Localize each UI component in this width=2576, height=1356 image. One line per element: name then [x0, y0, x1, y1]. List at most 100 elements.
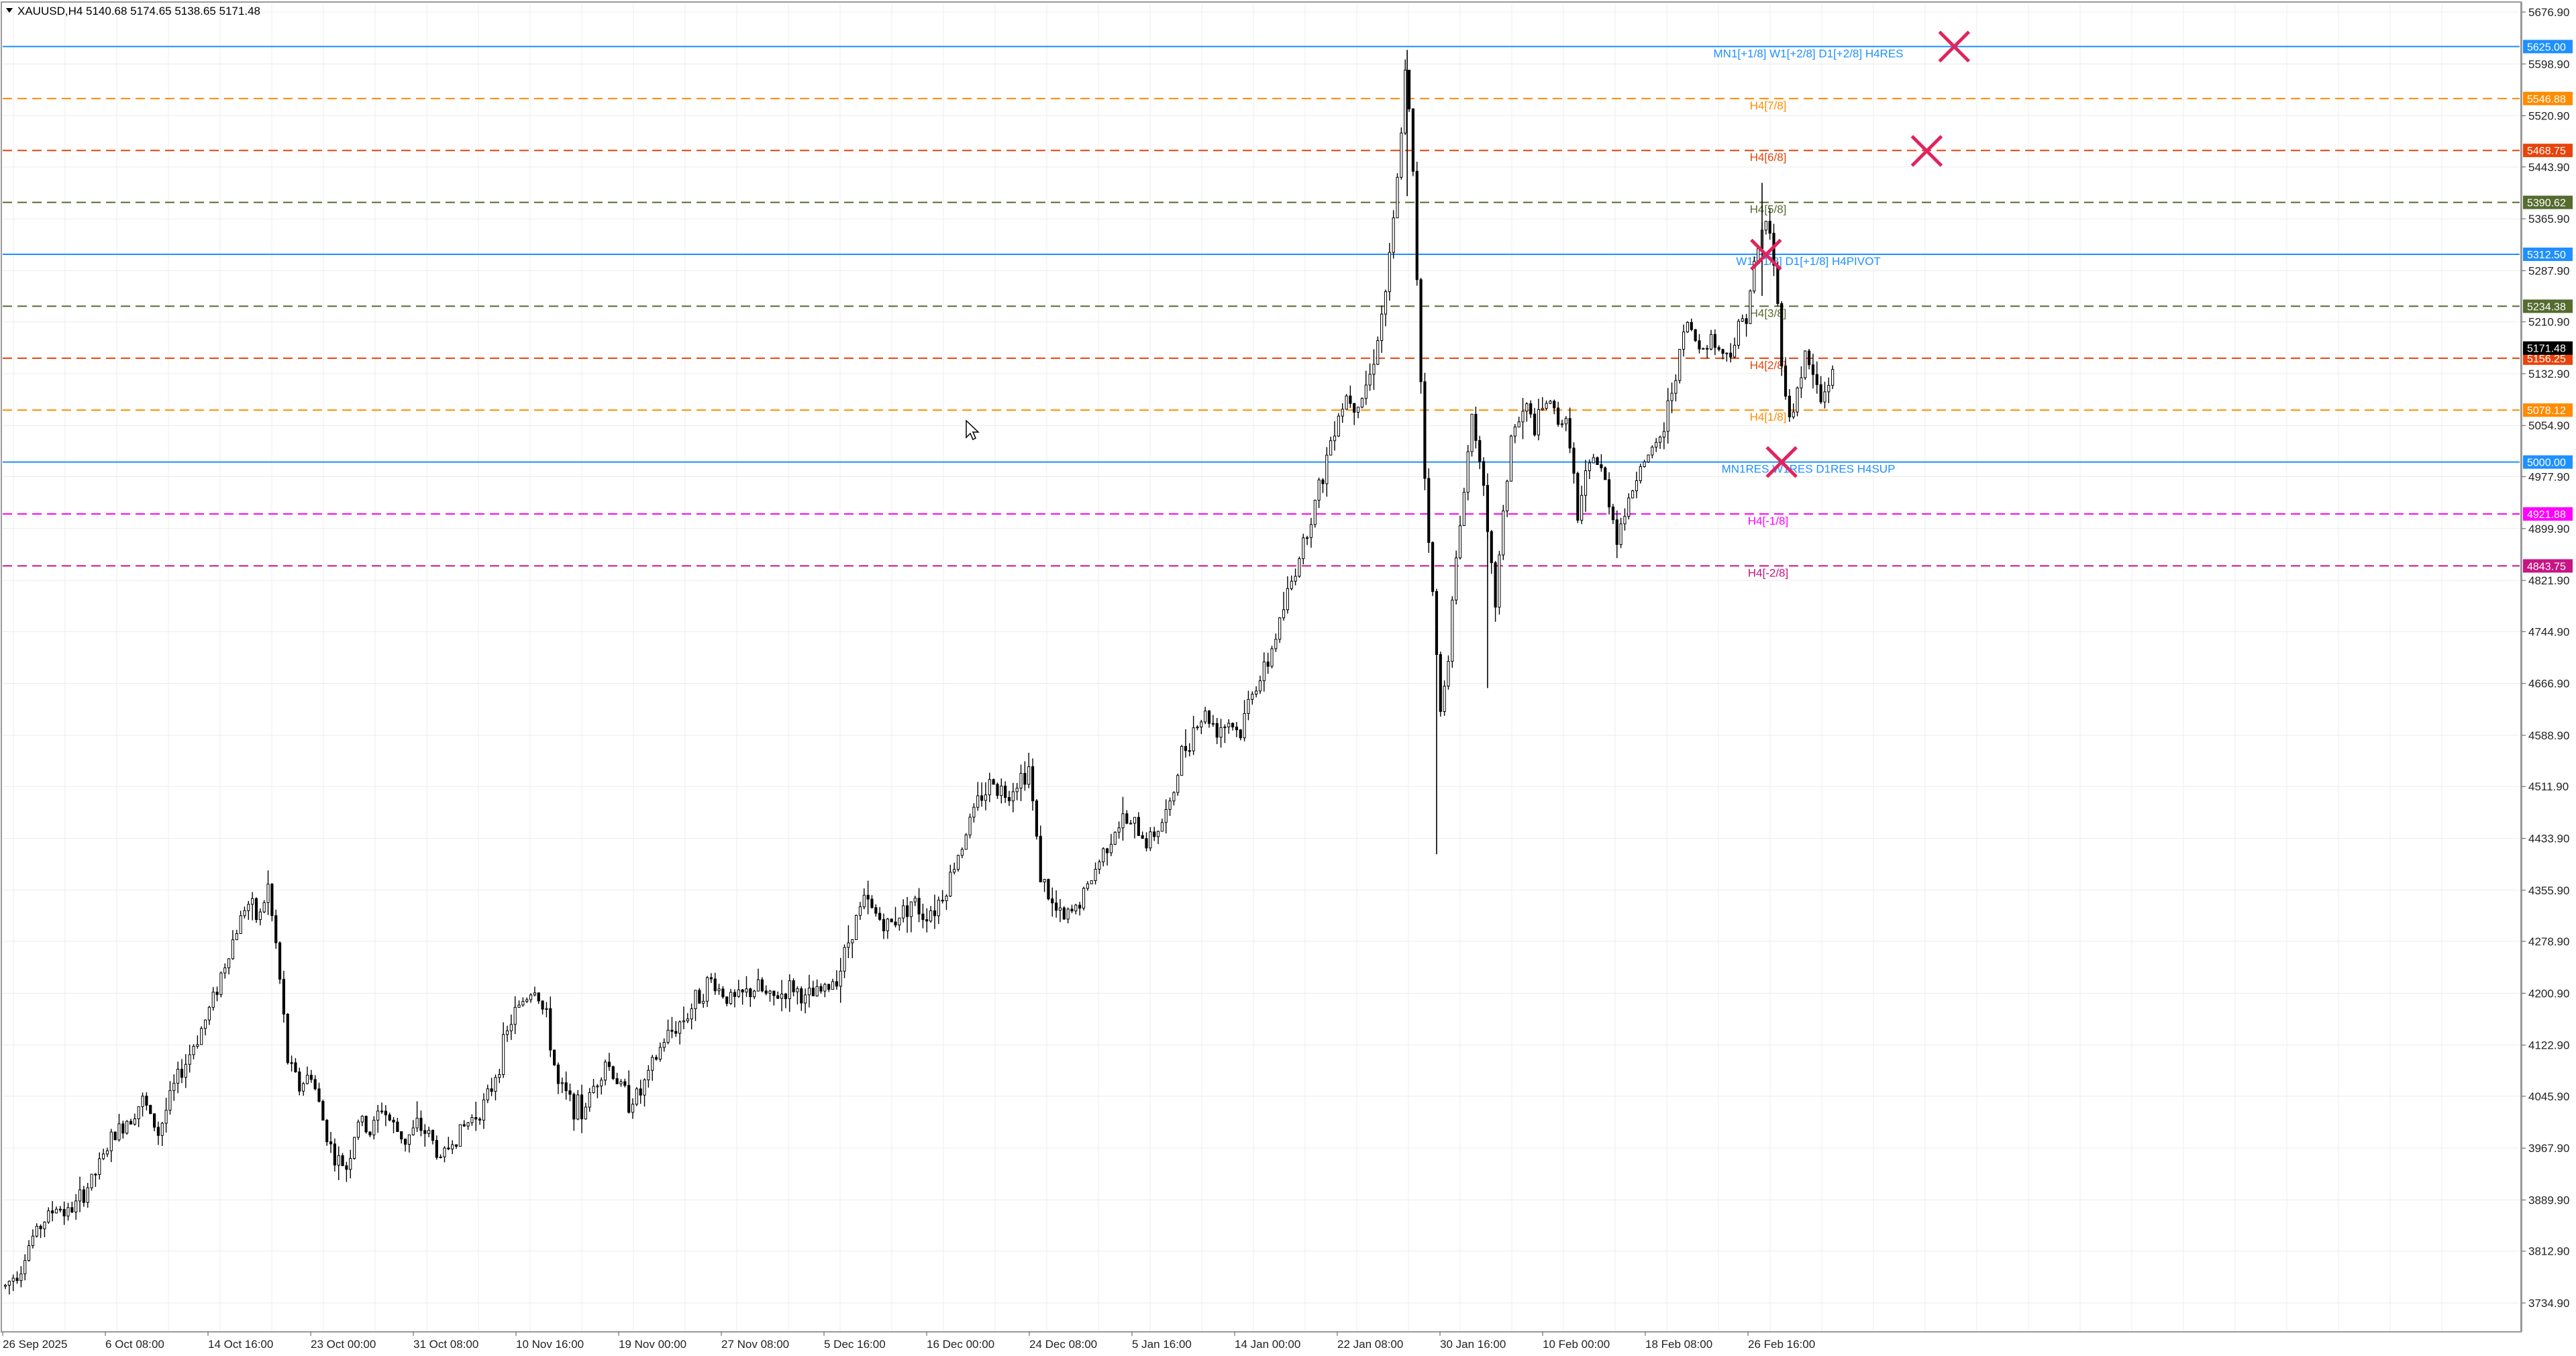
candle-body: [1145, 838, 1148, 849]
candle-body: [1043, 879, 1046, 882]
candle-body: [953, 869, 956, 873]
candle-body: [1745, 318, 1748, 324]
candle-body: [1255, 690, 1258, 695]
candle-body: [886, 919, 889, 931]
candle-body: [1415, 170, 1419, 280]
candle-body: [866, 894, 870, 900]
candle-body: [878, 912, 882, 920]
candle-body: [549, 1008, 552, 1051]
candle-body: [592, 1086, 595, 1093]
price-tag: [2523, 144, 2573, 158]
candle-body: [498, 1074, 501, 1078]
price-tag-label: 4843.75: [2527, 561, 2566, 572]
candle-body: [1796, 387, 1799, 413]
candle-body: [1211, 723, 1215, 725]
candle-body: [478, 1118, 482, 1120]
candle-body: [86, 1187, 89, 1203]
candle-body: [447, 1147, 450, 1149]
candle-body: [329, 1141, 333, 1145]
candle-body: [1306, 537, 1309, 539]
y-tick-label: 4977.90: [2528, 471, 2569, 484]
y-tick-label: 4122.90: [2528, 1039, 2569, 1052]
level-label: H4[-1/8]: [1748, 515, 1788, 527]
candle-body: [1788, 395, 1791, 417]
candle-body: [227, 958, 231, 969]
candle-body: [1027, 766, 1031, 785]
candle-body: [1243, 713, 1246, 739]
candle-body: [1262, 661, 1266, 682]
candle-body: [251, 898, 254, 905]
candle-body: [1474, 413, 1478, 441]
candle-body: [35, 1226, 38, 1237]
candle-body: [117, 1123, 121, 1141]
candle-body: [764, 990, 768, 994]
candle-body: [313, 1079, 317, 1090]
candle-body: [58, 1208, 62, 1210]
candle-body: [651, 1057, 654, 1071]
x-tick-label: 5 Dec 16:00: [824, 1338, 886, 1351]
candle-body: [1713, 333, 1716, 348]
candle-body: [98, 1158, 101, 1175]
candle-body: [1321, 479, 1325, 484]
candle-body: [780, 993, 784, 999]
dropdown-triangle-icon[interactable]: [6, 8, 13, 13]
candle-body: [1313, 500, 1317, 525]
candle-body: [831, 981, 835, 990]
ohlc-values: 5140.68 5174.65 5138.65 5171.48: [86, 5, 260, 17]
candle-body: [1807, 350, 1811, 366]
candle-body: [31, 1235, 35, 1246]
candle-body: [729, 992, 733, 1004]
candle-body: [490, 1088, 493, 1092]
candle-body: [1811, 364, 1815, 375]
candle-body: [1419, 279, 1423, 382]
candle-body: [223, 968, 227, 974]
candle-body: [1070, 908, 1074, 912]
candle-body: [1451, 599, 1454, 662]
candle-body: [1031, 766, 1035, 802]
candle-body: [1364, 384, 1368, 399]
candle-body: [556, 1064, 560, 1084]
candle-body: [1392, 217, 1395, 253]
cross-marker: [1938, 30, 1971, 63]
candle-body: [603, 1061, 607, 1081]
candle-body: [705, 977, 709, 1002]
candle-body: [392, 1119, 395, 1123]
candle-body: [474, 1116, 478, 1120]
candle-body: [278, 942, 282, 980]
candle-body: [1615, 519, 1618, 545]
candle-body: [1404, 69, 1407, 134]
candle-body: [486, 1088, 489, 1100]
mouse-cursor: [966, 419, 980, 441]
candle-body: [1592, 457, 1595, 464]
candle-body: [1753, 260, 1756, 292]
candle-body: [78, 1189, 82, 1202]
candle-body: [458, 1124, 462, 1147]
candle-body: [270, 884, 274, 917]
candle-body: [1443, 686, 1446, 712]
candle-body: [815, 986, 819, 996]
candle-body: [184, 1063, 187, 1078]
candle-body: [1529, 403, 1533, 415]
y-tick-label: 4666.90: [2528, 678, 2569, 690]
candle-body: [984, 794, 988, 801]
candle-body: [1298, 558, 1301, 577]
candle-body: [1011, 791, 1015, 802]
y-tick-label: 5054.90: [2528, 419, 2569, 432]
candle-body: [415, 1117, 419, 1129]
candle-body: [1721, 349, 1724, 354]
candle-body: [168, 1090, 172, 1111]
candle-body: [1698, 340, 1701, 350]
price-tag: [2523, 403, 2573, 417]
candle-body: [1804, 350, 1807, 378]
x-tick-label: 5 Jan 16:00: [1132, 1338, 1192, 1351]
candle-body: [1792, 411, 1795, 417]
candle-body: [733, 992, 737, 997]
x-tick-label: 19 Nov 00:00: [619, 1338, 686, 1351]
candle-body: [1478, 439, 1482, 462]
candle-body: [1333, 435, 1337, 441]
x-tick-label: 23 Oct 00:00: [311, 1338, 376, 1351]
candle-body: [156, 1127, 160, 1136]
